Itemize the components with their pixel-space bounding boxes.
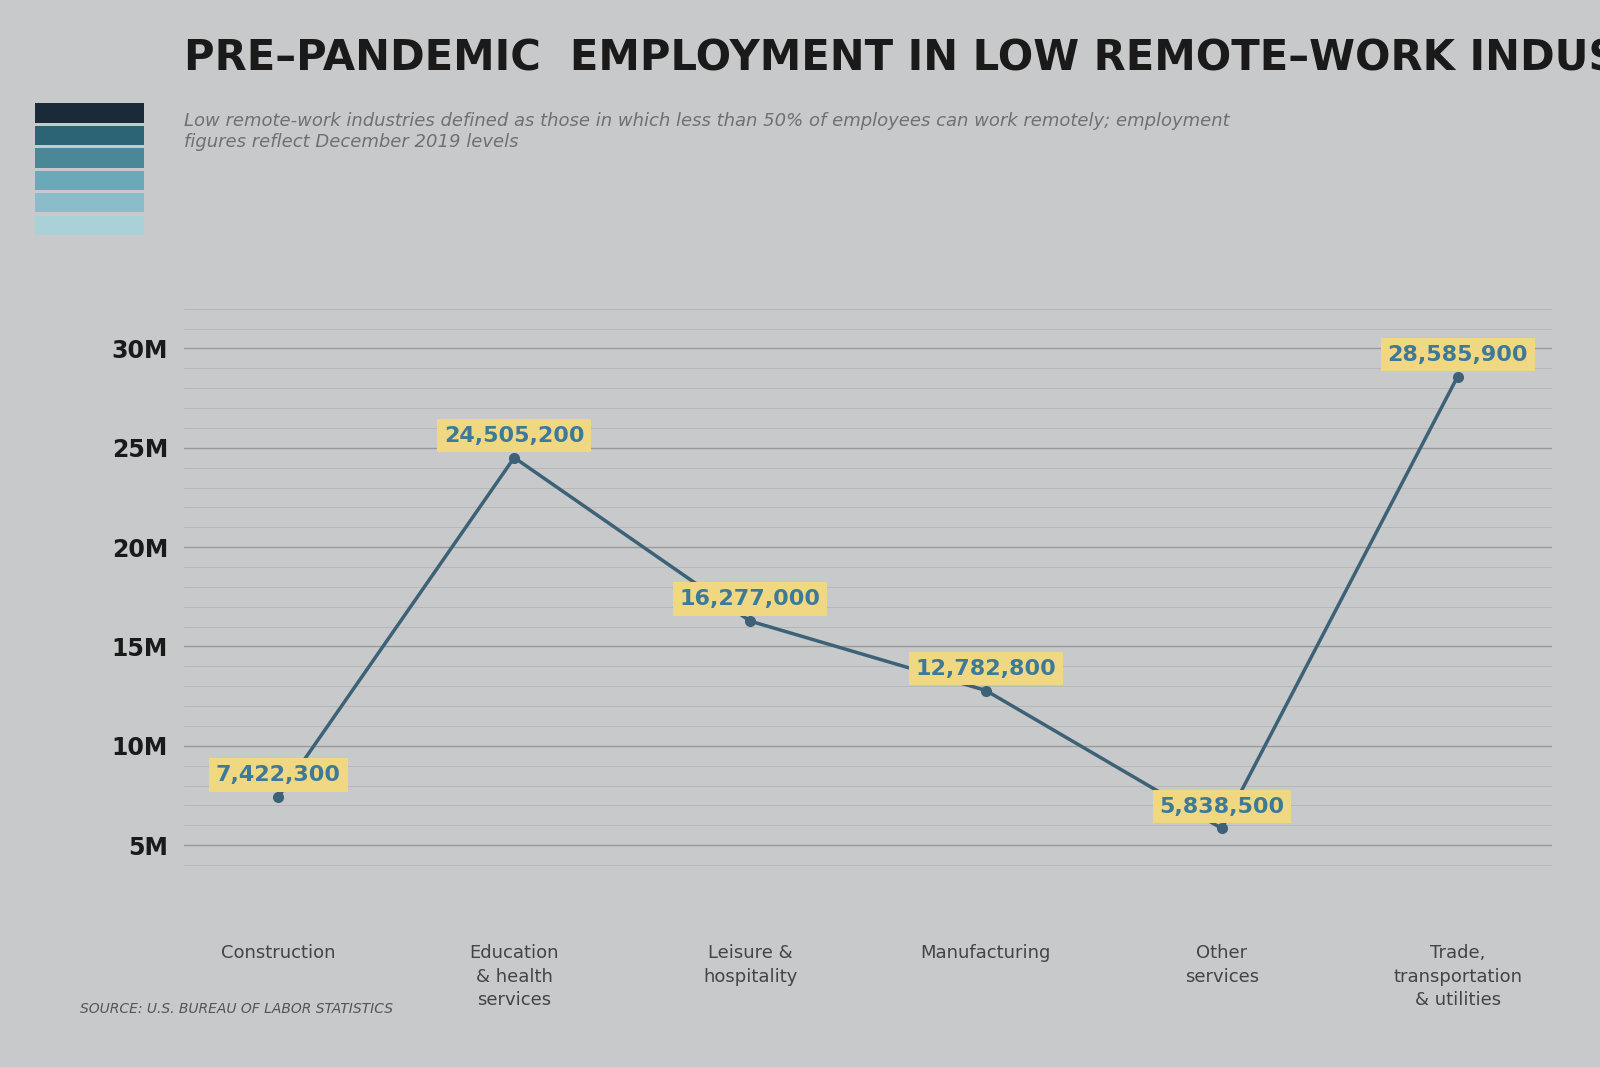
Text: Other
services: Other services: [1184, 944, 1259, 986]
Text: PRE–PANDEMIC  EMPLOYMENT IN LOW REMOTE–WORK INDUSTRIES: PRE–PANDEMIC EMPLOYMENT IN LOW REMOTE–WO…: [184, 37, 1600, 79]
Text: Leisure &
hospitality: Leisure & hospitality: [702, 944, 797, 986]
Text: 5,838,500: 5,838,500: [1160, 797, 1285, 816]
Text: 24,505,200: 24,505,200: [443, 426, 584, 446]
Text: Construction: Construction: [221, 944, 336, 962]
Text: Manufacturing: Manufacturing: [920, 944, 1051, 962]
Text: Education
& health
services: Education & health services: [469, 944, 558, 1009]
Text: 7,422,300: 7,422,300: [216, 765, 341, 785]
Text: SOURCE: U.S. BUREAU OF LABOR STATISTICS: SOURCE: U.S. BUREAU OF LABOR STATISTICS: [80, 1002, 394, 1016]
Text: 28,585,900: 28,585,900: [1387, 345, 1528, 365]
Text: 12,782,800: 12,782,800: [915, 658, 1056, 679]
Text: 16,277,000: 16,277,000: [680, 589, 821, 609]
Text: Trade,
transportation
& utilities: Trade, transportation & utilities: [1394, 944, 1522, 1009]
Text: Low remote-work industries defined as those in which less than 50% of employees : Low remote-work industries defined as th…: [184, 112, 1230, 150]
